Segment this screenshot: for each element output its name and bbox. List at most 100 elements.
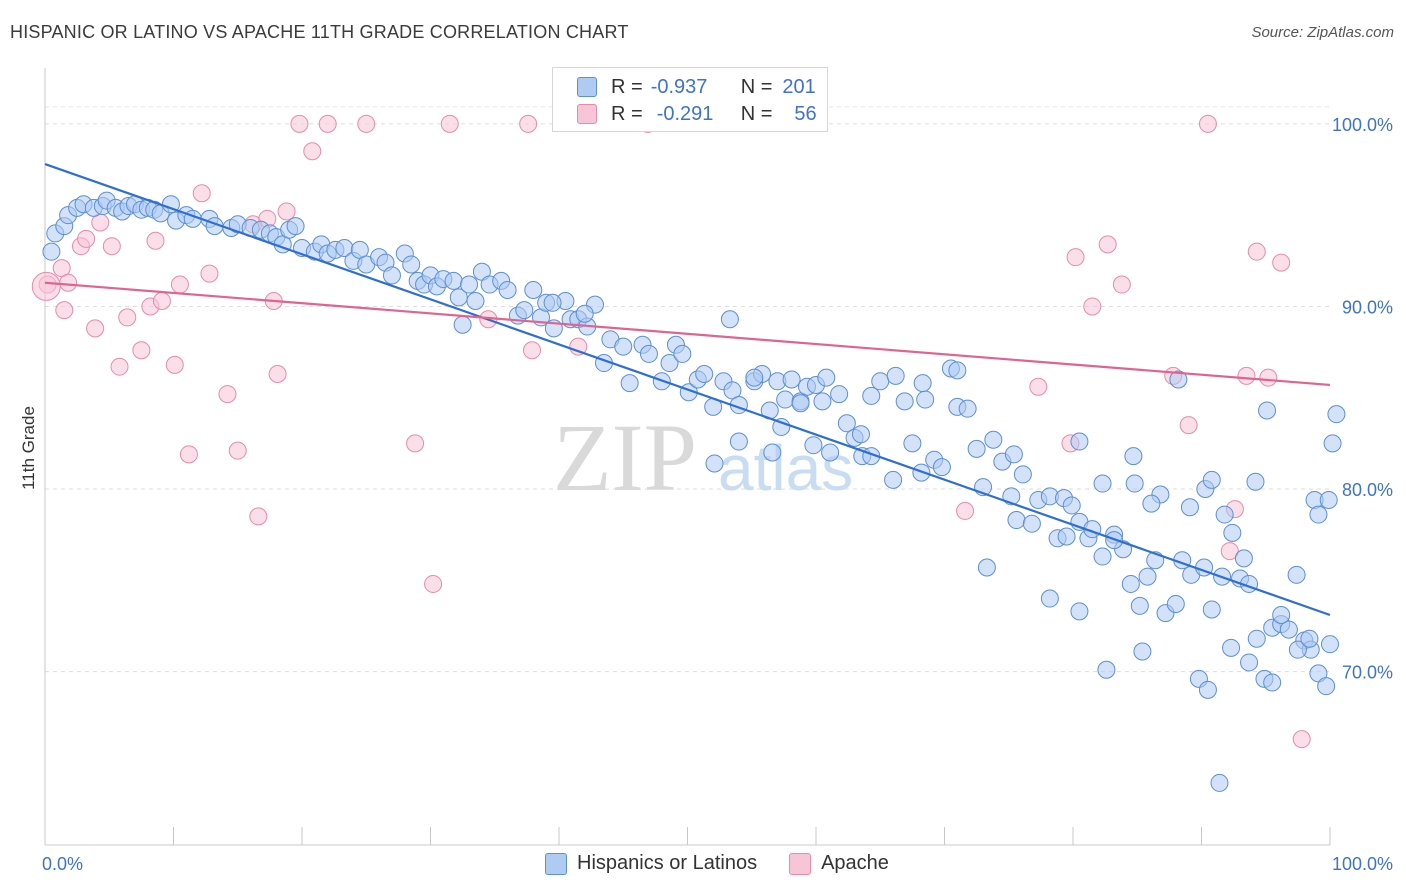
hispanic-point bbox=[695, 365, 714, 383]
y-tick-label: 90.0% bbox=[1342, 297, 1393, 317]
hispanic-point bbox=[1272, 605, 1291, 624]
series-legend: Hispanics or Latinos Apache bbox=[545, 852, 889, 875]
hispanic-point bbox=[286, 217, 305, 236]
hispanic-point bbox=[1210, 773, 1229, 792]
hispanic-point bbox=[1300, 629, 1319, 648]
hispanic-point bbox=[1234, 549, 1253, 568]
hispanic-point bbox=[1180, 498, 1199, 517]
hispanic-point bbox=[862, 386, 881, 405]
hispanic-point bbox=[1133, 642, 1152, 661]
apache-point bbox=[440, 114, 459, 133]
hispanic-point bbox=[1202, 470, 1221, 489]
series-swatch-hispanic bbox=[545, 852, 567, 875]
legend-swatch-blue bbox=[577, 77, 597, 97]
hispanic-point bbox=[720, 310, 739, 329]
apache-point bbox=[152, 291, 171, 310]
legend-r-label: R = bbox=[611, 75, 643, 98]
apache-point bbox=[132, 341, 151, 360]
hispanic-point bbox=[977, 558, 996, 577]
hispanic-point bbox=[763, 443, 782, 462]
hispanic-point bbox=[1093, 547, 1112, 566]
hispanic-point bbox=[851, 425, 870, 444]
hispanic-point bbox=[837, 414, 856, 433]
apache-point bbox=[1237, 366, 1256, 385]
apache-point bbox=[31, 271, 61, 301]
legend-row-apache: R = -0.291 N = 56 bbox=[577, 102, 817, 126]
hispanic-point bbox=[1198, 680, 1217, 699]
hispanic-point bbox=[1279, 620, 1298, 639]
apache-point bbox=[1066, 248, 1085, 267]
apache-point bbox=[118, 308, 137, 327]
hispanic-point bbox=[791, 394, 810, 413]
hispanic-point bbox=[1093, 474, 1112, 493]
hispanic-point bbox=[745, 368, 764, 387]
apache-point bbox=[86, 319, 105, 338]
hispanic-point bbox=[1130, 596, 1149, 615]
hispanic-point bbox=[776, 390, 795, 409]
apache-point bbox=[1029, 377, 1048, 396]
hispanic-point bbox=[660, 354, 679, 373]
hispanic-point bbox=[498, 281, 517, 300]
y-tick-label: 70.0% bbox=[1342, 663, 1393, 683]
hispanic-point bbox=[444, 271, 463, 290]
apache-point bbox=[110, 357, 129, 376]
hispanic-point bbox=[1138, 567, 1157, 586]
apache-point bbox=[200, 264, 219, 283]
source-label: Source: ZipAtlas.com bbox=[1251, 24, 1394, 41]
hispanic-point bbox=[1166, 595, 1185, 614]
apache-point bbox=[249, 507, 268, 526]
hispanic-point bbox=[466, 291, 485, 310]
hispanic-point bbox=[813, 392, 832, 411]
watermark-zip: ZIP bbox=[553, 404, 697, 511]
hispanic-point bbox=[1202, 600, 1221, 619]
legend-n-label: N = bbox=[740, 102, 773, 125]
apache-point bbox=[179, 445, 198, 464]
hispanic-point bbox=[1258, 401, 1277, 420]
hispanic-point bbox=[1070, 432, 1089, 451]
series-swatch-apache bbox=[789, 852, 812, 875]
hispanic-point bbox=[705, 454, 724, 473]
hispanic-point bbox=[1070, 602, 1089, 621]
hispanic-point bbox=[620, 374, 639, 393]
hispanic-point bbox=[1007, 511, 1026, 530]
axes bbox=[44, 68, 1331, 846]
apache-point bbox=[424, 574, 443, 593]
apache-point bbox=[102, 237, 121, 256]
hispanic-point bbox=[782, 370, 801, 389]
y-axis-label: 11th Grade bbox=[19, 406, 38, 490]
hispanic-point bbox=[1240, 653, 1259, 672]
apache-point bbox=[1198, 114, 1217, 133]
hispanic-point bbox=[1125, 474, 1144, 493]
apache-point bbox=[1292, 730, 1311, 749]
hispanic-point bbox=[673, 344, 692, 363]
legend-n-value: 201 bbox=[782, 75, 816, 98]
hispanic-point bbox=[1323, 434, 1342, 453]
hispanic-point bbox=[821, 443, 840, 462]
apache-point bbox=[1098, 235, 1117, 254]
apache-point bbox=[569, 337, 588, 356]
hispanic-point bbox=[1309, 505, 1328, 524]
apache-point bbox=[77, 229, 96, 248]
watermark: ZIP atlas bbox=[553, 404, 853, 511]
apache-point bbox=[277, 202, 296, 221]
apache-point bbox=[290, 114, 309, 133]
apache-point bbox=[228, 441, 247, 460]
hispanic-point bbox=[402, 255, 421, 274]
apache-point bbox=[1272, 253, 1291, 272]
apache-point bbox=[1112, 275, 1131, 294]
hispanic-point bbox=[524, 281, 543, 300]
legend-row-hispanic: R = -0.937 N = 201 bbox=[577, 75, 816, 99]
apache-point bbox=[357, 114, 376, 133]
apache-point bbox=[192, 184, 211, 203]
hispanic-point bbox=[871, 372, 890, 391]
hispanic-point bbox=[460, 275, 479, 294]
hispanic-point bbox=[1246, 472, 1265, 491]
hispanic-point bbox=[1321, 635, 1339, 654]
x-tick-label: 0.0% bbox=[42, 854, 83, 874]
apache-point bbox=[303, 142, 322, 161]
hispanic-point bbox=[1317, 677, 1336, 696]
hispanic-point bbox=[817, 368, 836, 387]
hispanic-point bbox=[886, 366, 905, 385]
apache-point bbox=[59, 273, 78, 292]
